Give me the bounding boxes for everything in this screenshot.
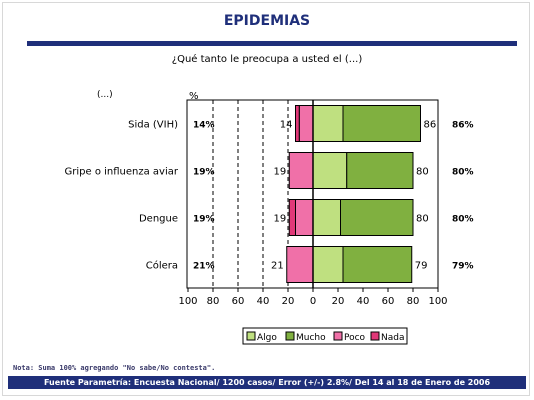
- bar-algo: [312, 105, 344, 142]
- left-total-label: 19: [274, 167, 287, 178]
- left-total-label: 19: [274, 214, 287, 225]
- legend-label-poco: Poco: [344, 333, 366, 343]
- bar-mucho: [342, 246, 413, 283]
- legend-label-algo: Algo: [257, 333, 277, 343]
- bar-poco: [288, 152, 314, 189]
- legend-label-mucho: Mucho: [296, 333, 326, 343]
- legend-box: [242, 327, 408, 345]
- right-percent-label: 79%: [452, 262, 474, 272]
- right-total-label: 80: [416, 167, 429, 178]
- right-percent-label: 80%: [452, 168, 474, 178]
- x-tick-label: 100: [178, 296, 197, 307]
- bar-nada: [295, 105, 300, 142]
- legend-swatch-mucho: [285, 331, 295, 341]
- slide-frame: [2, 2, 530, 396]
- x-tick-label: 80: [207, 296, 220, 307]
- x-tick-label: 60: [382, 296, 395, 307]
- page-title: EPIDEMIAS: [223, 13, 311, 29]
- left-total-label: 21: [271, 261, 284, 272]
- percent-header: %: [189, 91, 199, 102]
- x-tick-label: 20: [332, 296, 345, 307]
- bar-mucho: [346, 152, 414, 189]
- row-header: (...): [97, 90, 113, 100]
- bar-poco: [286, 246, 314, 283]
- legend-swatch-poco: [333, 331, 343, 341]
- bar-algo: [312, 152, 348, 189]
- right-total-label: 79: [415, 261, 428, 272]
- bar-mucho: [340, 199, 414, 236]
- category-label: Dengue: [139, 214, 178, 225]
- bar-algo: [312, 199, 341, 236]
- title-underline: [27, 41, 517, 46]
- legend-label-nada: Nada: [381, 333, 404, 343]
- legend-swatch-algo: [246, 331, 256, 341]
- left-percent-label: 14%: [193, 121, 215, 131]
- bar-nada: [288, 199, 296, 236]
- left-percent-label: 19%: [193, 215, 215, 225]
- right-percent-label: 80%: [452, 215, 474, 225]
- footnote: Nota: Suma 100% agregando "No sabe/No co…: [13, 364, 216, 372]
- category-label: Sida (VIH): [128, 120, 178, 131]
- legend-swatch-nada: [370, 331, 380, 341]
- bar-poco: [295, 199, 314, 236]
- x-tick-label: 60: [232, 296, 245, 307]
- bar-algo: [312, 246, 344, 283]
- category-label: Gripe o influenza aviar: [65, 167, 179, 178]
- left-percent-label: 21%: [193, 262, 215, 272]
- bar-poco: [298, 105, 314, 142]
- right-percent-label: 86%: [452, 121, 474, 131]
- survey-question: ¿Qué tanto le preocupa a usted el (...): [171, 54, 363, 65]
- x-tick-label: 40: [357, 296, 370, 307]
- left-total-label: 14: [280, 120, 293, 131]
- left-percent-label: 19%: [193, 168, 215, 178]
- category-label: Cólera: [146, 260, 178, 272]
- x-tick-label: 0: [310, 296, 316, 307]
- x-tick-label: 20: [282, 296, 295, 307]
- x-tick-label: 80: [407, 296, 420, 307]
- source-footer: Fuente Parametría: Encuesta Nacional/ 12…: [8, 376, 526, 389]
- right-total-label: 86: [424, 120, 437, 131]
- x-tick-label: 40: [257, 296, 270, 307]
- bar-mucho: [342, 105, 421, 142]
- right-total-label: 80: [416, 214, 429, 225]
- x-tick-label: 100: [428, 296, 447, 307]
